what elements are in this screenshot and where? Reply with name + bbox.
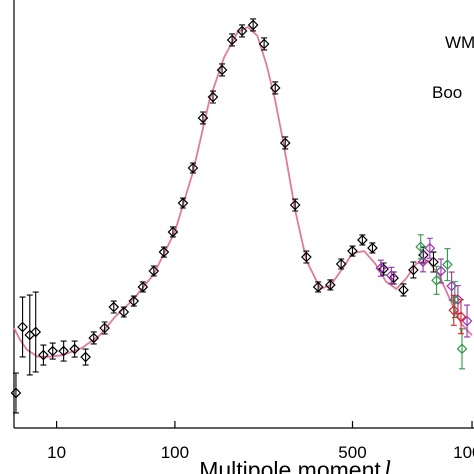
data-point — [197, 112, 209, 124]
data-point — [17, 321, 28, 333]
error-bar — [359, 234, 366, 246]
data-point — [347, 245, 358, 257]
data-point — [258, 38, 270, 50]
data-point — [99, 322, 111, 334]
data-point — [428, 256, 439, 268]
data-point — [80, 351, 91, 363]
legend-text: Boo — [432, 83, 462, 102]
error-bar — [19, 296, 26, 358]
data-point — [289, 199, 301, 211]
x-tick-label: 100 — [161, 443, 189, 462]
data-point — [388, 272, 399, 284]
data-point — [247, 19, 259, 31]
data-point — [435, 265, 447, 277]
x-tick-label: 10 — [47, 443, 66, 462]
data-point — [236, 25, 248, 37]
error-bar — [26, 294, 33, 376]
data-point — [408, 264, 419, 276]
data-point — [269, 82, 281, 94]
data-point — [424, 242, 436, 254]
data-point — [456, 343, 468, 355]
data-point — [177, 197, 189, 209]
data-point — [398, 284, 409, 296]
error-bar — [120, 306, 127, 318]
data-point — [118, 306, 130, 318]
error-bar — [60, 340, 67, 362]
data-point — [442, 259, 453, 270]
data-point — [137, 281, 149, 293]
data-point — [226, 34, 238, 46]
data-point — [279, 137, 291, 149]
error-bar — [417, 234, 424, 260]
data-point — [461, 315, 473, 327]
data-point — [128, 295, 140, 307]
error-bar — [12, 372, 19, 414]
data-point — [455, 311, 467, 323]
data-point — [417, 256, 429, 268]
data-point — [158, 246, 170, 258]
data-point — [449, 294, 461, 305]
data-point — [375, 262, 387, 274]
error-bar — [433, 265, 440, 295]
data-point — [187, 162, 199, 174]
data-point — [148, 265, 160, 277]
data-point — [10, 387, 22, 399]
data-point — [448, 304, 460, 316]
data-point — [385, 269, 397, 281]
data-point — [216, 64, 228, 76]
error-bar — [459, 328, 466, 370]
data-point — [431, 274, 442, 286]
data-point — [367, 242, 378, 254]
data-point — [357, 234, 368, 246]
error-bar — [444, 248, 451, 282]
x-tick-label: 500 — [338, 443, 366, 462]
data-point — [69, 343, 80, 355]
data-point — [301, 251, 312, 263]
error-bar — [430, 251, 437, 273]
model-curve — [13, 26, 473, 358]
data-point — [47, 345, 59, 357]
error-bar — [349, 245, 356, 257]
data-point — [88, 332, 100, 344]
data-point — [312, 281, 324, 293]
data-point — [108, 301, 120, 313]
data-point — [30, 326, 42, 338]
error-bar — [32, 291, 39, 373]
error-bar — [450, 294, 457, 326]
legend-text: WM — [445, 33, 474, 52]
error-bar — [426, 237, 433, 259]
error-bar — [457, 299, 464, 335]
data-point — [58, 345, 69, 357]
x-tick-label: 1000 — [453, 443, 474, 462]
x-axis-label: Multipole moment — [199, 457, 381, 474]
x-axis-symbol: l — [384, 457, 391, 474]
error-bar — [464, 304, 471, 338]
error-bar — [40, 344, 47, 366]
data-point — [207, 91, 219, 103]
data-point — [167, 226, 179, 238]
data-point — [335, 258, 347, 270]
data-point — [324, 279, 336, 291]
data-point — [38, 349, 49, 361]
error-bar — [369, 242, 376, 254]
error-bar — [82, 348, 89, 366]
data-point — [415, 241, 427, 253]
